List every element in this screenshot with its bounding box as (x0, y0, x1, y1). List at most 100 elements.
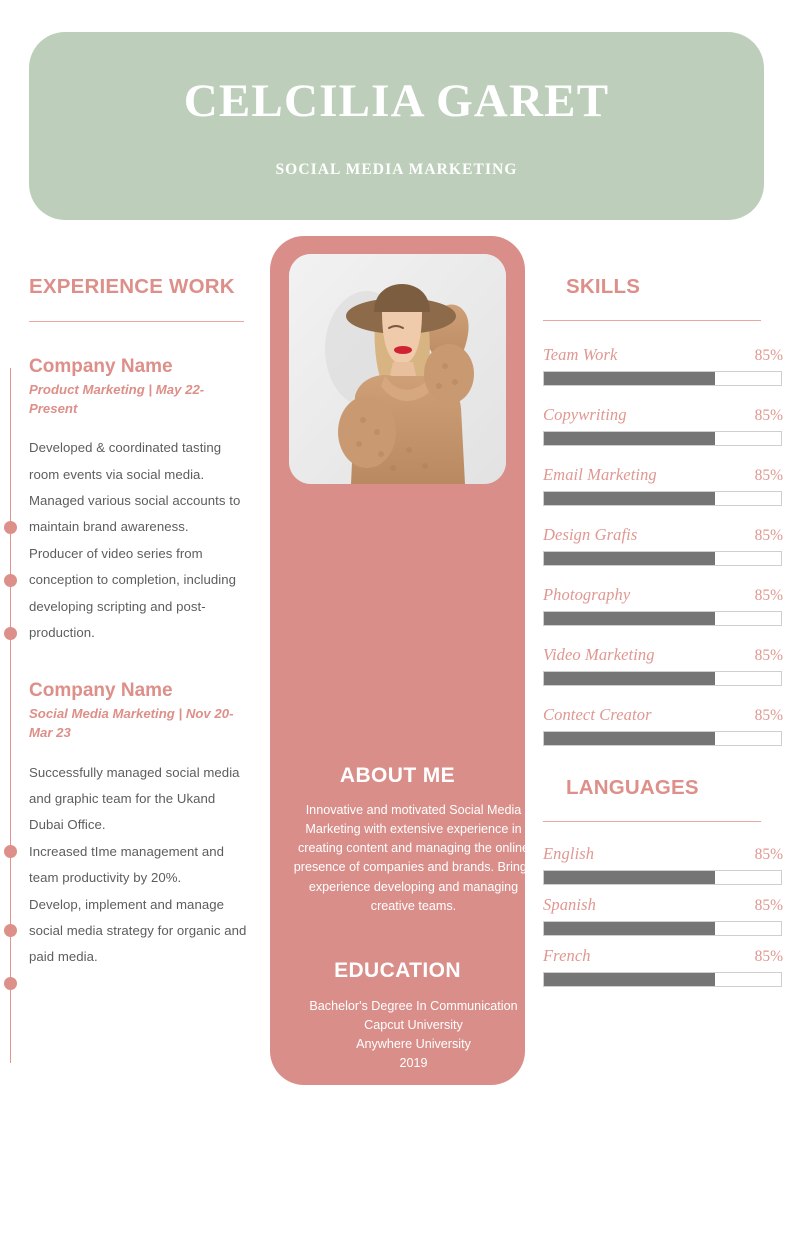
text-line: hello@capcut.com (361, 1168, 466, 1183)
languages-list: English 85% Spanish 85% French 85% (543, 844, 783, 987)
experience-item: Company Name Product Marketing | May 22-P… (0, 356, 258, 740)
skill-bar-fill (544, 492, 715, 505)
skills-column: SKILLS Team Work 85% Copywriting 85% Email M… (543, 275, 783, 997)
language-bar-track (543, 870, 782, 885)
skill-bar-track (543, 371, 782, 386)
language-bar-fill (544, 922, 715, 935)
company-name: Company Name (29, 680, 173, 702)
skill-bar-track (543, 611, 782, 626)
skill-bar-fill (544, 432, 715, 445)
list-item: Increased tIme management and team produ… (29, 843, 224, 886)
text-line: Bachelor's Degree In Communication (309, 999, 518, 1013)
timeline-line (10, 706, 12, 1064)
skill-bar-track (543, 431, 782, 446)
meter-header: Photography 85% (543, 585, 783, 605)
text-line: Anywhere University (356, 1037, 471, 1052)
about-me-text: Innovative and motivated Social Media Ma… (293, 803, 534, 913)
skill-bar-fill (544, 732, 715, 745)
skill-bar-fill (544, 612, 715, 625)
skill-label: Contect Creator (543, 705, 652, 724)
language-value: 85% (754, 846, 783, 863)
skill-value: 85% (754, 467, 783, 484)
language-label: French (543, 946, 591, 965)
skills-title-rule (543, 320, 761, 321)
meter-header: Spanish 85% (543, 895, 783, 915)
skill-label: Email Marketing (543, 465, 657, 484)
timeline-dot-icon (4, 574, 18, 587)
skill-bar-fill (544, 552, 715, 565)
timeline-dot-icon (4, 627, 18, 640)
timeline-dot-icon (4, 924, 18, 938)
languages-title-rule (543, 821, 761, 822)
skill-bar-track (543, 491, 782, 506)
languages-section-title: LANGUAGES (566, 776, 699, 799)
about-me-heading: ABOUT ME (339, 764, 456, 787)
skill-row: Copywriting 85% (543, 405, 783, 446)
experience-title-rule (29, 321, 244, 322)
skill-bar-fill (544, 372, 715, 385)
timeline-dot-icon (4, 845, 18, 859)
meter-header: French 85% (543, 946, 783, 966)
skill-label: Photography (543, 585, 631, 604)
job-role-dates: Social Media Marketing | Nov 20-Mar 23 (29, 706, 234, 741)
page-title: CELCILIA GARET (183, 74, 610, 127)
language-label: Spanish (543, 895, 596, 914)
skill-row: Video Marketing 85% (543, 645, 783, 686)
contact-heading: CONTACT (345, 1110, 450, 1133)
avatar (289, 254, 506, 484)
skill-row: Design Grafis 85% (543, 525, 783, 566)
skill-bar-track (543, 671, 782, 686)
skill-value: 85% (754, 407, 783, 424)
timeline-dot-icon (4, 977, 18, 991)
text-line: +123 456 789 (374, 1149, 453, 1163)
header-subtitle: SOCIAL MEDIA MARKETING (275, 160, 518, 178)
meter-header: Email Marketing 85% (543, 465, 783, 485)
skill-label: Copywriting (543, 405, 627, 424)
skill-row: Email Marketing 85% (543, 465, 783, 506)
experience-section-title: EXPERIENCE WORK (29, 275, 235, 298)
responsibility-list: Successfully managed social media and gr… (29, 760, 258, 971)
profile-panel: ABOUT ME Innovative and motivated Social… (270, 236, 533, 1240)
company-name: Company Name (29, 356, 173, 377)
language-bar-fill (544, 871, 715, 884)
language-value: 85% (754, 948, 783, 965)
skill-bar-track (543, 731, 782, 746)
portrait-photo-icon (289, 254, 506, 484)
skill-value: 85% (754, 647, 783, 664)
language-row: Spanish 85% (543, 895, 783, 936)
experience-column: EXPERIENCE WORK Company Name Product Mark… (0, 275, 258, 1064)
list-item: Successfully managed social media and gr… (29, 764, 240, 833)
experience-job-list: Company Name Product Marketing | May 22-P… (0, 356, 258, 1064)
skill-label: Video Marketing (543, 645, 655, 664)
language-bar-track (543, 921, 782, 936)
text-line: @capcut (388, 1187, 439, 1202)
meter-header: Copywriting 85% (543, 405, 783, 425)
experience-item: Company Name Social Media Marketing | Nov… (0, 680, 258, 1064)
education-text: Bachelor's Degree In Communication Capcut… (270, 997, 557, 1074)
responsibility-list: Developed & coordinated tasting room eve… (29, 435, 258, 646)
languages-section: LANGUAGES English 85% Spanish 85% French 85% (543, 776, 783, 987)
job-role-dates: Product Marketing | May 22-Present (29, 381, 205, 416)
language-row: French 85% (543, 946, 783, 987)
skills-list: Team Work 85% Copywriting 85% Email Marketin… (543, 345, 783, 746)
skill-row: Team Work 85% (543, 345, 783, 386)
skill-value: 85% (754, 527, 783, 544)
skill-row: Photography 85% (543, 585, 783, 626)
list-item: Develop, implement and manage social med… (29, 896, 247, 965)
skill-label: Team Work (543, 345, 618, 364)
meter-header: Contect Creator 85% (543, 705, 783, 725)
contact-text: +123 456 789 hello@capcut.com @capcut 123 A… (270, 1147, 557, 1243)
skill-value: 85% (754, 587, 783, 604)
meter-header: Design Grafis 85% (543, 525, 783, 545)
text-line: 2019 (399, 1056, 428, 1071)
language-value: 85% (754, 897, 783, 914)
header-banner: CELCILIA GARET SOCIAL MEDIA MARKETING (29, 32, 764, 220)
meter-header: English 85% (543, 844, 783, 864)
text-line: Capcut University (364, 1018, 463, 1033)
meter-header: Video Marketing 85% (543, 645, 783, 665)
skill-bar-track (543, 551, 782, 566)
skills-section-title: SKILLS (566, 275, 641, 298)
list-item: Producer of video series from conception… (29, 545, 237, 640)
skill-label: Design Grafis (543, 525, 638, 544)
skill-value: 85% (754, 707, 783, 724)
